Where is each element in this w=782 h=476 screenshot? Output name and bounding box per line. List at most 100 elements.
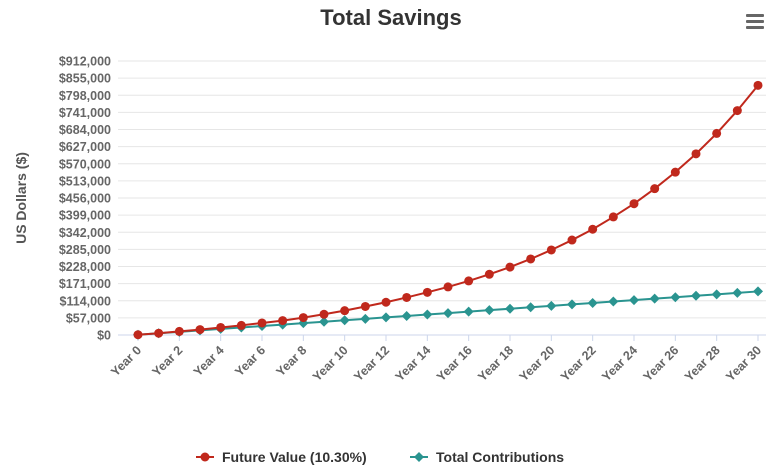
legend-item-future-value[interactable]: Future Value (10.30%)	[196, 449, 367, 465]
data-point[interactable]	[484, 305, 495, 316]
data-point[interactable]	[484, 269, 494, 279]
y-tick-label: $513,000	[59, 174, 111, 188]
data-point[interactable]	[381, 312, 391, 323]
data-point[interactable]	[133, 330, 143, 340]
x-tick-label: Year 30	[723, 343, 764, 384]
data-point[interactable]	[629, 295, 639, 306]
data-point[interactable]	[670, 292, 681, 303]
x-tick-label: Year 14	[393, 343, 434, 384]
x-tick-label: Year 18	[475, 343, 516, 384]
data-point[interactable]	[236, 320, 246, 330]
data-point[interactable]	[608, 296, 619, 307]
data-point[interactable]	[670, 167, 680, 177]
x-tick-label: Year 2	[150, 343, 186, 379]
data-point[interactable]	[174, 326, 184, 336]
data-point[interactable]	[443, 308, 453, 319]
data-point[interactable]	[712, 128, 722, 138]
y-tick-label: $342,000	[59, 226, 111, 240]
y-tick-label: $684,000	[59, 123, 111, 137]
data-point[interactable]	[567, 299, 577, 310]
data-point[interactable]	[629, 199, 639, 209]
data-point[interactable]	[753, 80, 763, 90]
data-point[interactable]	[443, 282, 453, 292]
data-point[interactable]	[298, 313, 308, 323]
data-point[interactable]	[319, 309, 329, 319]
data-point[interactable]	[339, 315, 350, 326]
legend-label-total-contributions: Total Contributions	[436, 449, 564, 465]
x-tick-label: Year 22	[558, 343, 599, 384]
data-point[interactable]	[732, 106, 742, 116]
data-point[interactable]	[257, 318, 267, 328]
x-axis-ticks: Year 0 Year 2 Year 4 Year 6 Year 8 Year 10 Yea…	[108, 335, 764, 384]
series-future-value-10-30	[133, 80, 763, 340]
data-point[interactable]	[526, 254, 536, 264]
data-point[interactable]	[587, 297, 598, 308]
x-tick-label: Year 4	[191, 343, 227, 379]
x-tick-label: Year 26	[641, 343, 682, 384]
x-tick-label: Year 10	[310, 343, 351, 384]
x-tick-label: Year 24	[599, 343, 640, 384]
y-tick-label: $627,000	[59, 140, 111, 154]
data-point[interactable]	[216, 322, 226, 332]
data-point[interactable]	[278, 316, 288, 326]
data-point[interactable]	[154, 328, 164, 338]
data-point[interactable]	[340, 306, 350, 316]
y-axis-ticks: $0 $57,000 $114,000 $171,000 $228,000 $285,00…	[59, 55, 111, 343]
data-point[interactable]	[319, 316, 329, 327]
data-point[interactable]	[525, 302, 536, 313]
x-tick-label: Year 12	[351, 343, 392, 384]
data-point[interactable]	[546, 245, 556, 255]
y-tick-label: $57,000	[66, 311, 111, 325]
y-tick-label: $570,000	[59, 157, 111, 171]
data-point[interactable]	[505, 303, 515, 314]
legend-label-future-value: Future Value (10.30%)	[222, 449, 367, 465]
data-point[interactable]	[608, 212, 618, 222]
data-point[interactable]	[195, 325, 205, 335]
y-tick-label: $912,000	[59, 55, 111, 69]
data-point[interactable]	[691, 290, 701, 301]
data-point[interactable]	[422, 309, 433, 320]
data-point[interactable]	[402, 292, 412, 302]
data-point[interactable]	[505, 262, 515, 272]
x-tick-label: Year 6	[232, 343, 268, 379]
data-point[interactable]	[567, 235, 577, 245]
data-point[interactable]	[753, 286, 763, 297]
series	[133, 80, 763, 340]
y-tick-label: $855,000	[59, 72, 111, 86]
data-point[interactable]	[381, 297, 391, 307]
data-point[interactable]	[588, 224, 598, 234]
data-point[interactable]	[649, 293, 660, 304]
data-point[interactable]	[711, 289, 722, 300]
data-point[interactable]	[650, 184, 660, 194]
x-tick-label: Year 28	[682, 343, 723, 384]
legend-item-total-contributions[interactable]: Total Contributions	[410, 449, 564, 465]
data-point[interactable]	[464, 276, 474, 286]
series-total-contributions	[133, 286, 763, 340]
data-point[interactable]	[360, 313, 371, 324]
y-tick-label: $741,000	[59, 106, 111, 120]
chart-title: Total Savings	[320, 5, 461, 30]
y-tick-label: $285,000	[59, 243, 111, 257]
y-tick-label: $798,000	[59, 89, 111, 103]
menu-button[interactable]	[742, 8, 768, 32]
data-point[interactable]	[546, 300, 557, 311]
hamburger-menu-icon	[746, 14, 764, 29]
data-point[interactable]	[463, 306, 474, 317]
y-tick-label: $228,000	[59, 260, 111, 274]
legend-circle-marker-icon	[200, 452, 210, 462]
y-tick-label: $456,000	[59, 192, 111, 206]
legend-diamond-marker-icon	[414, 452, 424, 462]
x-tick-label: Year 20	[517, 343, 558, 384]
x-tick-label: Year 16	[434, 343, 475, 384]
data-point[interactable]	[691, 149, 701, 159]
x-tick-label: Year 8	[274, 343, 310, 379]
data-point[interactable]	[422, 287, 432, 297]
y-tick-label: $114,000	[60, 294, 111, 308]
data-point[interactable]	[360, 301, 370, 311]
x-tick-label: Year 0	[108, 343, 144, 379]
legend: Future Value (10.30%) Total Contribution…	[196, 449, 564, 465]
y-tick-label: $171,000	[59, 277, 111, 291]
data-point[interactable]	[401, 310, 412, 321]
data-point[interactable]	[732, 287, 743, 298]
